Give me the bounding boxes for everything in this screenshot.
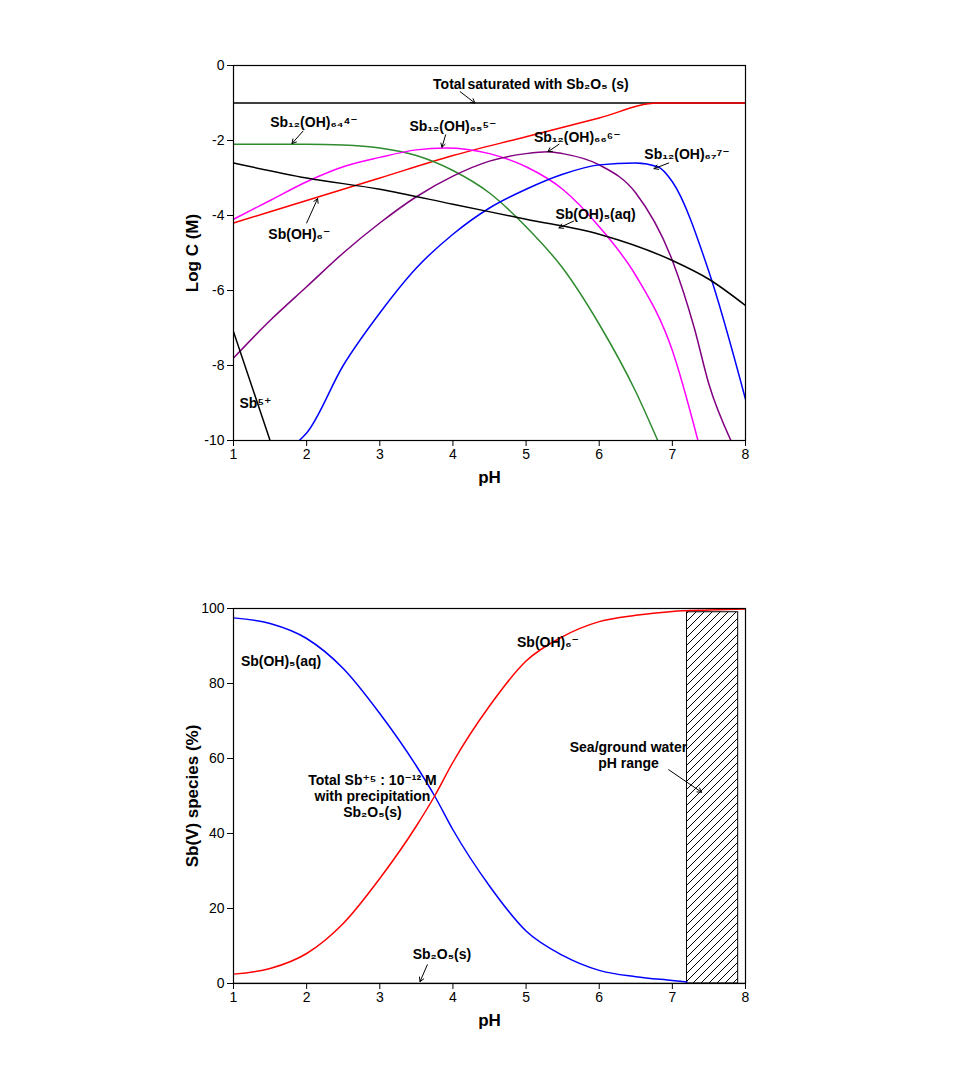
svg-text:saturated with Sb₂O₅ (s): saturated with Sb₂O₅ (s) bbox=[467, 76, 628, 92]
svg-text:Total Sb⁺⁵ : 10⁻¹² Mwith preci: Total Sb⁺⁵ : 10⁻¹² Mwith precipitationSb… bbox=[308, 772, 436, 820]
svg-text:4: 4 bbox=[449, 446, 457, 462]
svg-text:Sb(OH)₅(aq): Sb(OH)₅(aq) bbox=[241, 653, 321, 669]
svg-text:8: 8 bbox=[742, 446, 750, 462]
svg-text:100: 100 bbox=[201, 600, 225, 616]
svg-text:Sb(OH)₅(aq): Sb(OH)₅(aq) bbox=[555, 206, 635, 222]
svg-text:5: 5 bbox=[522, 989, 530, 1005]
svg-text:Log C (M): Log C (M) bbox=[183, 214, 202, 292]
svg-text:0: 0 bbox=[217, 57, 225, 73]
svg-text:80: 80 bbox=[209, 675, 225, 691]
svg-text:Sb₁₂(OH)₆₇⁷⁻: Sb₁₂(OH)₆₇⁷⁻ bbox=[644, 146, 729, 162]
svg-text:-4: -4 bbox=[212, 207, 225, 223]
svg-text:1: 1 bbox=[230, 446, 238, 462]
svg-text:Sb(OH)₆⁻: Sb(OH)₆⁻ bbox=[517, 634, 579, 650]
svg-text:Sb⁵⁺: Sb⁵⁺ bbox=[240, 395, 272, 411]
svg-text:60: 60 bbox=[209, 750, 225, 766]
svg-text:Sb₁₂(OH)₆₄⁴⁻: Sb₁₂(OH)₆₄⁴⁻ bbox=[270, 114, 358, 130]
svg-text:Sb₁₂(OH)₆₆⁶⁻: Sb₁₂(OH)₆₆⁶⁻ bbox=[534, 129, 621, 145]
svg-text:2: 2 bbox=[303, 446, 311, 462]
svg-text:Sb₁₂(OH)₆₅⁵⁻: Sb₁₂(OH)₆₅⁵⁻ bbox=[409, 118, 496, 134]
svg-text:1: 1 bbox=[230, 989, 238, 1005]
svg-text:pH: pH bbox=[478, 468, 501, 487]
svg-text:Sb₂O₅(s): Sb₂O₅(s) bbox=[413, 946, 472, 962]
svg-text:6: 6 bbox=[595, 446, 603, 462]
svg-text:20: 20 bbox=[209, 900, 225, 916]
svg-text:7: 7 bbox=[668, 989, 676, 1005]
svg-text:2: 2 bbox=[303, 989, 311, 1005]
svg-text:3: 3 bbox=[376, 446, 384, 462]
svg-text:6: 6 bbox=[595, 989, 603, 1005]
svg-text:-6: -6 bbox=[212, 282, 225, 298]
svg-text:Total: Total bbox=[433, 76, 465, 92]
svg-text:5: 5 bbox=[522, 446, 530, 462]
svg-text:pH: pH bbox=[478, 1011, 501, 1030]
svg-text:-10: -10 bbox=[204, 432, 224, 448]
svg-text:-2: -2 bbox=[212, 132, 225, 148]
svg-text:40: 40 bbox=[209, 825, 225, 841]
svg-text:4: 4 bbox=[449, 989, 457, 1005]
svg-text:3: 3 bbox=[376, 989, 384, 1005]
svg-text:Sb(V) species (%): Sb(V) species (%) bbox=[183, 725, 202, 868]
svg-text:Sb(OH)₆⁻: Sb(OH)₆⁻ bbox=[268, 226, 330, 242]
svg-text:0: 0 bbox=[217, 975, 225, 991]
svg-text:Sea/ground waterpH range: Sea/ground waterpH range bbox=[570, 739, 688, 771]
svg-text:7: 7 bbox=[668, 446, 676, 462]
svg-text:-8: -8 bbox=[212, 357, 225, 373]
svg-text:8: 8 bbox=[742, 989, 750, 1005]
